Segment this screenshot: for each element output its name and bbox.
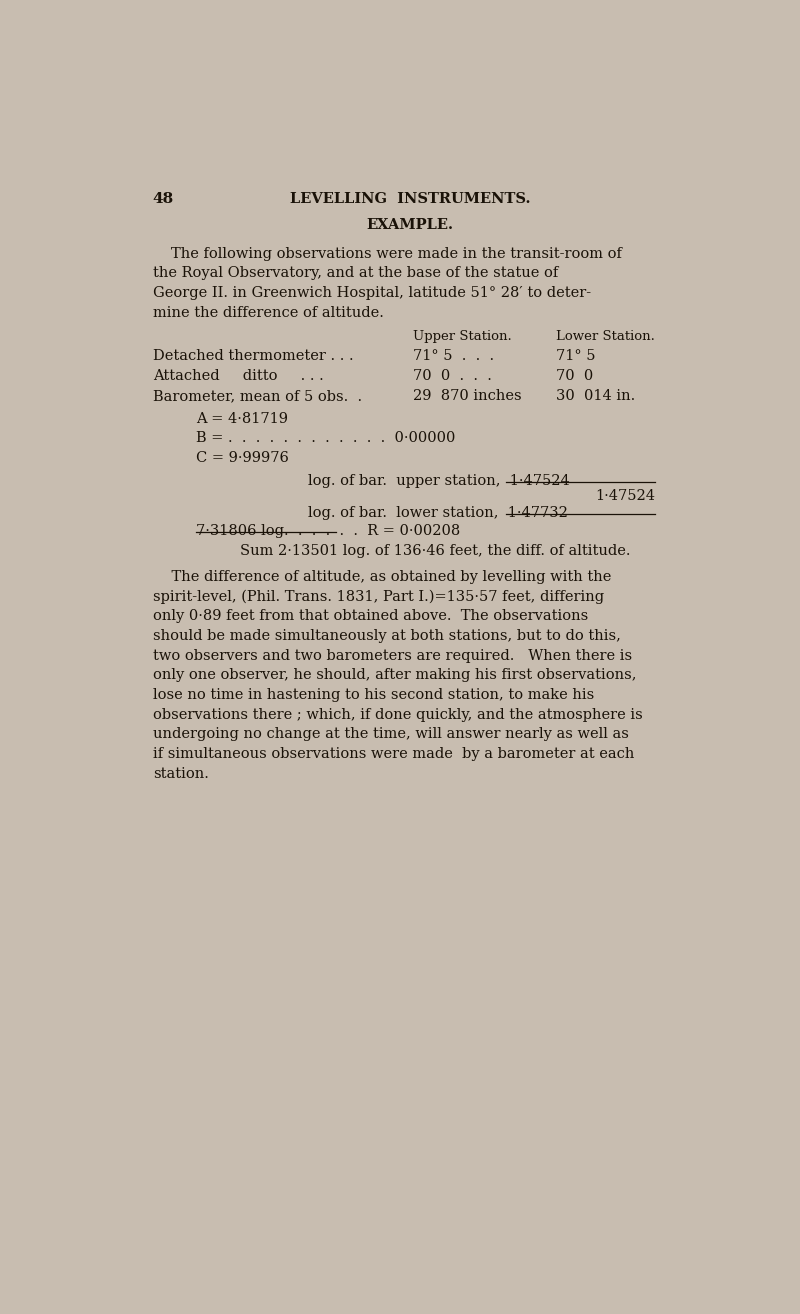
Text: 71° 5  .  .  .: 71° 5 . . . xyxy=(413,350,494,364)
Text: observations there ; which, if done quickly, and the atmosphere is: observations there ; which, if done quic… xyxy=(153,708,642,721)
Text: The difference of altitude, as obtained by levelling with the: The difference of altitude, as obtained … xyxy=(153,569,611,583)
Text: 30  014 in.: 30 014 in. xyxy=(556,389,635,403)
Text: EXAMPLE.: EXAMPLE. xyxy=(366,218,454,233)
Text: log. of bar.  upper station,  1·47524: log. of bar. upper station, 1·47524 xyxy=(308,474,570,487)
Text: C = 9·99976: C = 9·99976 xyxy=(196,451,289,465)
Text: Lower Station.: Lower Station. xyxy=(556,330,654,343)
Text: Detached thermometer . . .: Detached thermometer . . . xyxy=(153,350,354,364)
Text: Attached     ditto     . . .: Attached ditto . . . xyxy=(153,369,323,384)
Text: A = 4·81719: A = 4·81719 xyxy=(196,411,288,426)
Text: 70  0  .  .  .: 70 0 . . . xyxy=(413,369,492,384)
Text: spirit-level, (Phil. Trans. 1831, Part I.)=135·57 feet, differing: spirit-level, (Phil. Trans. 1831, Part I… xyxy=(153,589,604,603)
Text: 1·47524: 1·47524 xyxy=(595,489,655,503)
Text: Upper Station.: Upper Station. xyxy=(413,330,512,343)
Text: LEVELLING  INSTRUMENTS.: LEVELLING INSTRUMENTS. xyxy=(290,192,530,206)
Text: undergoing no change at the time, will answer nearly as well as: undergoing no change at the time, will a… xyxy=(153,728,629,741)
Text: two observers and two barometers are required.   When there is: two observers and two barometers are req… xyxy=(153,649,632,662)
Text: station.: station. xyxy=(153,767,209,781)
Text: 71° 5: 71° 5 xyxy=(556,350,595,364)
Text: The following observations were made in the transit-room of: The following observations were made in … xyxy=(171,247,622,260)
Text: 7·31806 log.  .  .  .  .  .  R = 0·00208: 7·31806 log. . . . . . R = 0·00208 xyxy=(196,524,460,537)
Text: 70  0: 70 0 xyxy=(556,369,593,384)
Text: log. of bar.  lower station,  1·47732: log. of bar. lower station, 1·47732 xyxy=(308,506,567,519)
Text: George II. in Greenwich Hospital, latitude 51° 28′ to deter-: George II. in Greenwich Hospital, latitu… xyxy=(153,286,591,300)
Text: only 0·89 feet from that obtained above.  The observations: only 0·89 feet from that obtained above.… xyxy=(153,610,588,623)
Text: lose no time in hastening to his second station, to make his: lose no time in hastening to his second … xyxy=(153,689,594,702)
Text: B = .  .  .  .  .  .  .  .  .  .  .  .  0·00000: B = . . . . . . . . . . . . 0·00000 xyxy=(196,431,455,445)
Text: mine the difference of altitude.: mine the difference of altitude. xyxy=(153,306,383,319)
Text: if simultaneous observations were made  by a barometer at each: if simultaneous observations were made b… xyxy=(153,748,634,761)
Text: only one observer, he should, after making his first observations,: only one observer, he should, after maki… xyxy=(153,669,636,682)
Text: Barometer, mean of 5 obs.  .: Barometer, mean of 5 obs. . xyxy=(153,389,362,403)
Text: 29  870 inches: 29 870 inches xyxy=(413,389,522,403)
Text: should be made simultaneously at both stations, but to do this,: should be made simultaneously at both st… xyxy=(153,629,621,643)
Text: 48: 48 xyxy=(153,192,174,206)
Text: Sum 2·13501 log. of 136·46 feet, the diff. of altitude.: Sum 2·13501 log. of 136·46 feet, the dif… xyxy=(239,544,630,558)
Text: the Royal Observatory, and at the base of the statue of: the Royal Observatory, and at the base o… xyxy=(153,267,558,280)
